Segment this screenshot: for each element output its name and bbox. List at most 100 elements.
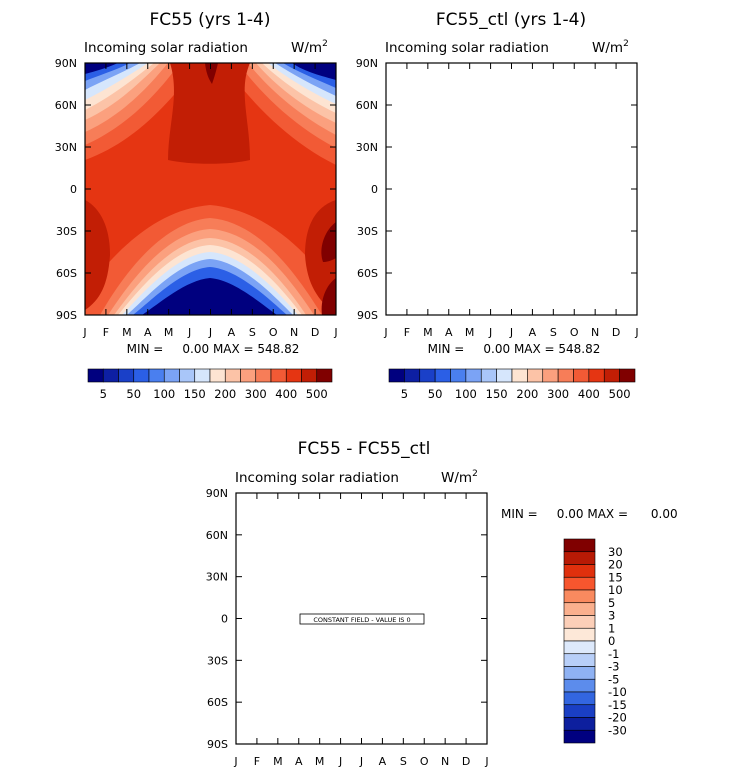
colorbar-swatch	[542, 368, 559, 383]
contour-sh-summer-max-right	[606, 200, 637, 315]
y-tick-label: 60N	[206, 529, 228, 542]
colorbar-swatch	[316, 368, 333, 383]
x-tick-label: N	[591, 326, 599, 339]
constant-field-box	[299, 613, 425, 625]
contour-sh-9	[443, 278, 578, 315]
colorbar-label: 0	[608, 634, 615, 648]
colorbar-swatch	[563, 576, 596, 591]
panel-field-label: Incoming solar radiation	[235, 470, 399, 486]
x-tick-label: J	[509, 326, 513, 339]
x-tick-label: M	[465, 326, 475, 339]
contour-nh-left-6	[386, 63, 449, 100]
colorbar-swatch	[573, 368, 590, 383]
y-tick-label: 60S	[357, 267, 378, 280]
colorbar-label: 500	[609, 387, 631, 401]
x-tick-label: M	[423, 326, 433, 339]
colorbar-swatch	[450, 368, 467, 383]
colorbar-swatch	[588, 368, 605, 383]
contour-nh-left-3	[386, 63, 469, 132]
contour-nh-summer-max	[168, 63, 250, 164]
x-tick-label: J	[359, 755, 363, 768]
colorbar-label: 15	[608, 570, 623, 584]
x-tick-label: M	[315, 755, 325, 768]
unit-base: W/m	[592, 40, 623, 56]
colorbar-swatch	[240, 368, 257, 383]
panel-field-label: Incoming solar radiation	[385, 40, 549, 56]
colorbar-label: 100	[455, 387, 477, 401]
colorbar-swatch	[527, 368, 544, 383]
x-tick-label: A	[295, 755, 303, 768]
contour-nh-right-2	[539, 63, 637, 148]
colorbar: 5 50 100 150 200 300 400 500	[388, 368, 636, 401]
y-tick-label: 0	[371, 183, 378, 196]
contour-nh-right-5	[563, 63, 637, 113]
x-tick-label: J	[634, 326, 638, 339]
y-tick-label: 0	[221, 613, 228, 626]
contour-sh-summer-peak-1	[622, 222, 637, 262]
colorbar-swatch	[148, 368, 165, 383]
colorbar-swatch	[511, 368, 528, 383]
colorbar-label: 400	[275, 387, 297, 401]
colorbar-label: 300	[547, 387, 569, 401]
contour-sh-1	[386, 205, 637, 315]
y-tick-label: 30S	[357, 225, 378, 238]
constant-field-note: CONSTANT FIELD - VALUE IS 0	[313, 616, 410, 624]
panel-field-label: Incoming solar radiation	[84, 40, 248, 56]
contour-nh-summer-peak	[506, 63, 519, 84]
colorbar-label: -10	[608, 685, 627, 699]
y-tick-label: 90S	[207, 738, 228, 751]
colorbar-swatch	[87, 368, 104, 383]
colorbar-swatch	[563, 589, 596, 604]
contour-sh-9	[142, 278, 277, 315]
y-tick-label: 90N	[206, 487, 228, 500]
colorbar-swatch	[496, 368, 513, 383]
contour-nh-right-1	[524, 63, 637, 165]
colorbar-label: 300	[245, 387, 267, 401]
x-tick-label: F	[103, 326, 109, 339]
unit-base: W/m	[441, 470, 472, 486]
x-tick-label: F	[404, 326, 410, 339]
unit-exponent: 2	[322, 39, 328, 49]
contour-nh-left-4	[386, 63, 461, 120]
y-tick-label: 30N	[55, 141, 77, 154]
colorbar-label: 20	[608, 558, 623, 572]
x-tick-label: M	[273, 755, 283, 768]
panel-unit-label: W/m2	[291, 39, 328, 56]
colorbar: 5 50 100 150 200 300 400 500	[87, 368, 333, 401]
x-tick-label: A	[228, 326, 236, 339]
panel-fc55: FC55 (yrs 1-4) Incoming solar radiation …	[55, 10, 338, 401]
y-tick-label: 30N	[206, 571, 228, 584]
y-tick-label: 90S	[357, 309, 378, 322]
y-tick-label: 90S	[56, 309, 77, 322]
colorbar-swatch	[563, 729, 596, 744]
x-tick-label: O	[269, 326, 278, 339]
x-tick-label: O	[570, 326, 579, 339]
x-tick-label: N	[441, 755, 449, 768]
contour-nh-left-9	[386, 63, 419, 74]
colorbar-label: -5	[608, 672, 619, 686]
colorbar-label: 200	[214, 387, 236, 401]
colorbar-swatch	[563, 653, 596, 667]
colorbar-swatch	[434, 368, 451, 383]
contour-sh-5	[419, 245, 603, 315]
contour-nh-right-7	[576, 63, 637, 96]
x-tick-label: M	[122, 326, 132, 339]
colorbar-swatch	[270, 368, 287, 383]
x-tick-label: J	[233, 755, 237, 768]
colorbar-swatch	[419, 368, 436, 383]
colorbar-swatch	[563, 627, 596, 642]
x-tick-label: D	[311, 326, 319, 339]
x-tick-label: J	[488, 326, 492, 339]
x-tick-label: A	[445, 326, 453, 339]
colorbar-swatch	[301, 368, 318, 383]
contour-field	[85, 63, 336, 315]
unit-exponent: 2	[623, 39, 629, 49]
colorbar-swatch	[563, 640, 596, 655]
colorbar-swatch	[563, 691, 596, 706]
colorbar-label: 100	[153, 387, 175, 401]
x-tick-label: D	[462, 755, 470, 768]
y-tick-label: 60S	[56, 267, 77, 280]
colorbar-label: 1	[608, 621, 615, 635]
